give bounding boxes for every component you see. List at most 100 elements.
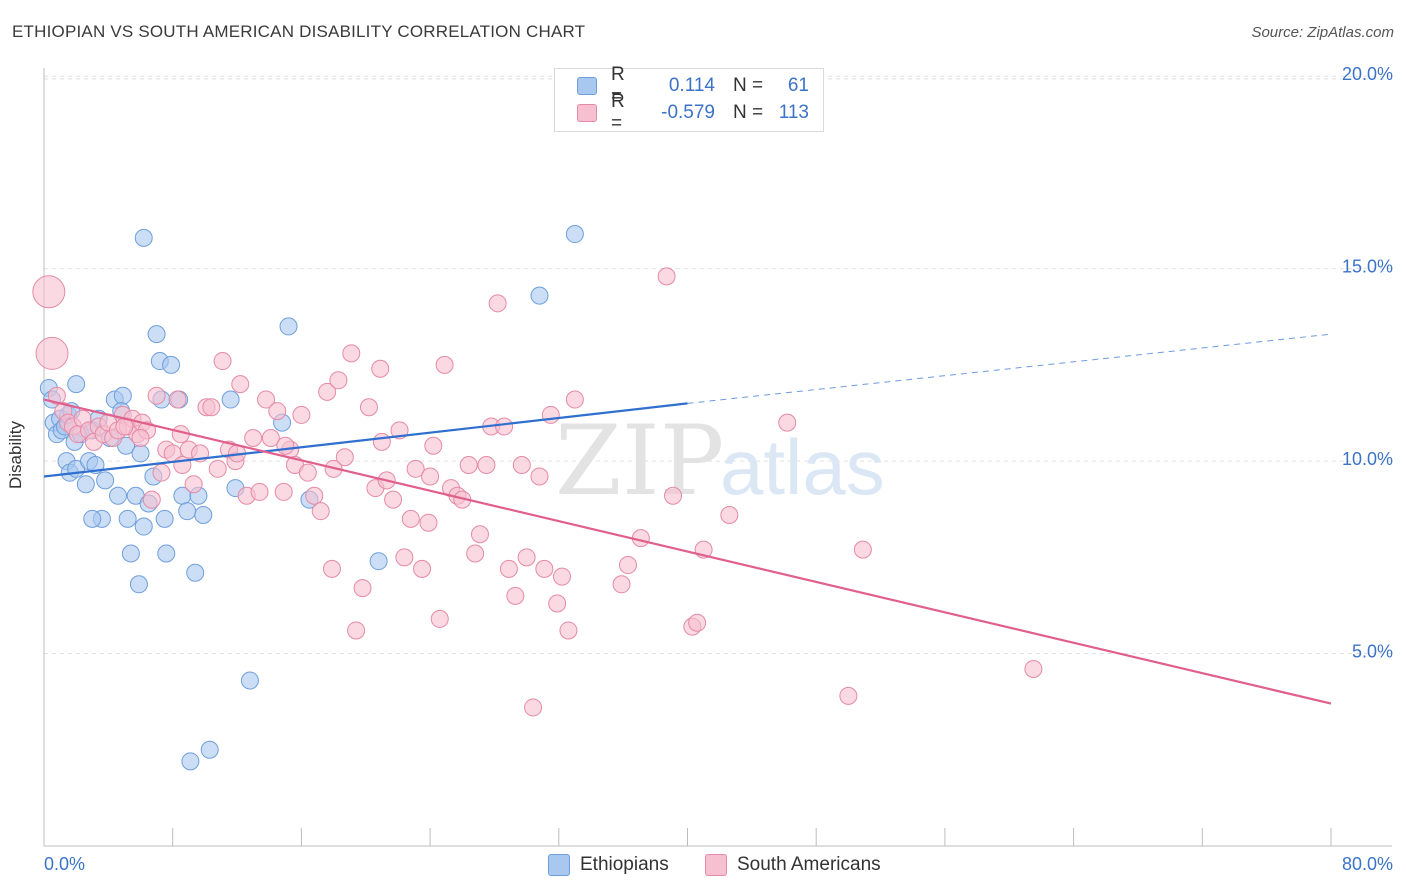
correlation-legend: R = 0.114 N = 61 R = -0.579 N = 113 [554,64,824,134]
south-american-point [477,455,496,474]
south-american-point [488,294,507,313]
ethiopian-point [113,386,132,405]
ethiopian-point [118,509,137,528]
south-american-point [553,567,572,586]
ethiopian-point [131,444,150,463]
south-american-point [565,390,584,409]
south-american-point [131,429,150,448]
ethiopian-point [186,563,205,582]
south-american-point [839,686,858,705]
ethiopian-point [157,544,176,563]
south-american-point [720,506,739,525]
south-american-point [298,463,317,482]
ethiopian-point [240,671,259,690]
south-american-point [261,429,280,448]
legend-r-label: R = [611,91,625,134]
axes [43,68,1392,847]
ethiopian-point [369,552,388,571]
tick-labels: 5.0% 10.0% 15.0% 20.0% 0.0% 80.0% [44,64,1393,874]
south-american-point [853,540,872,559]
y-tick-label: 10.0% [1342,449,1393,469]
south-american-point [276,436,295,455]
legend-swatch-ethiopians [548,854,570,876]
south-american-point [347,621,366,640]
south-american-point [47,386,66,405]
y-tick-label: 20.0% [1342,64,1393,84]
south-american-point [664,486,683,505]
south-american-point [213,352,232,371]
ethiopian-point [279,317,298,336]
south-american-point [342,344,361,363]
y-tick-label: 15.0% [1342,257,1393,277]
south-american-point [524,698,543,717]
south-american-point [466,544,485,563]
south-american-point [612,575,631,594]
south-american-point [184,475,203,494]
south-american-point [541,405,560,424]
legend-swatch-ethiopians [577,77,597,95]
watermark: ZIP atlas [555,405,885,517]
south-american-point [459,455,478,474]
south-american-point [231,375,250,394]
south-american-point [421,467,440,486]
x-tick-label-max: 80.0% [1342,854,1393,874]
legend-r-value: 0.114 [668,75,715,96]
south-american-point [424,436,443,455]
south-american-point [305,486,324,505]
legend-r-value: -0.579 [661,102,715,123]
ethiopian-point [162,355,181,374]
y-tick-label: 5.0% [1352,642,1393,662]
south-american-point [1024,659,1043,678]
legend-n-value: 61 [787,75,809,96]
ethiopian-point [147,325,166,344]
ethiopian-point [530,286,549,305]
ethiopian-point [200,740,219,759]
legend-n-label: N = [733,75,764,96]
legend-r-label: R = [611,64,625,107]
watermark-zip: ZIP [555,405,724,517]
south-american-point [517,548,536,567]
ethiopian-point [76,475,95,494]
ethiopian-point [155,509,174,528]
legend-label-ethiopians: Ethiopians [580,854,669,875]
south-american-point [430,609,449,628]
south-american-point [419,513,438,532]
south-american-point [353,579,372,598]
legend-item-ethiopians[interactable]: Ethiopians [548,852,669,878]
south-american-point [147,386,166,405]
south-american-point [359,398,378,417]
south-american-point [506,586,525,605]
south-american-point [168,390,187,409]
south-american-point [322,559,341,578]
south-american-point [208,459,227,478]
ethiopian-point [129,575,148,594]
trend-line-ethiopians-projection [687,333,1332,404]
watermark-atlas: atlas [720,423,885,511]
south-american-point [371,359,390,378]
south-american-point [413,559,432,578]
trend-line-south-americans [43,398,1332,705]
legend-row-south-americans: R = -0.579 N = 113 [577,91,809,134]
ethiopian-point [221,390,240,409]
legend-n-label: N = [733,102,764,123]
grid-lines [44,75,1392,655]
south-american-point [244,429,263,448]
south-american-point [495,417,514,436]
south-american-point [778,413,797,432]
ethiopian-point [565,225,584,244]
y-axis-label: Disability [6,420,25,490]
south-american-point-large [32,275,66,309]
south-american-point [250,482,269,501]
trend-lines [43,333,1332,705]
legend-row-ethiopians: R = 0.114 N = 61 [577,64,809,107]
south-american-point [142,490,161,509]
legend-n-value: 113 [778,102,809,123]
south-american-point [688,613,707,632]
south-american-point [499,559,518,578]
ethiopian-point [96,471,115,490]
south-american-point [406,459,425,478]
ethiopian-point [181,752,200,771]
data-points [32,225,1043,771]
legend-swatch-south-americans [577,104,597,122]
legend-item-south-americans[interactable]: South Americans [705,852,881,878]
